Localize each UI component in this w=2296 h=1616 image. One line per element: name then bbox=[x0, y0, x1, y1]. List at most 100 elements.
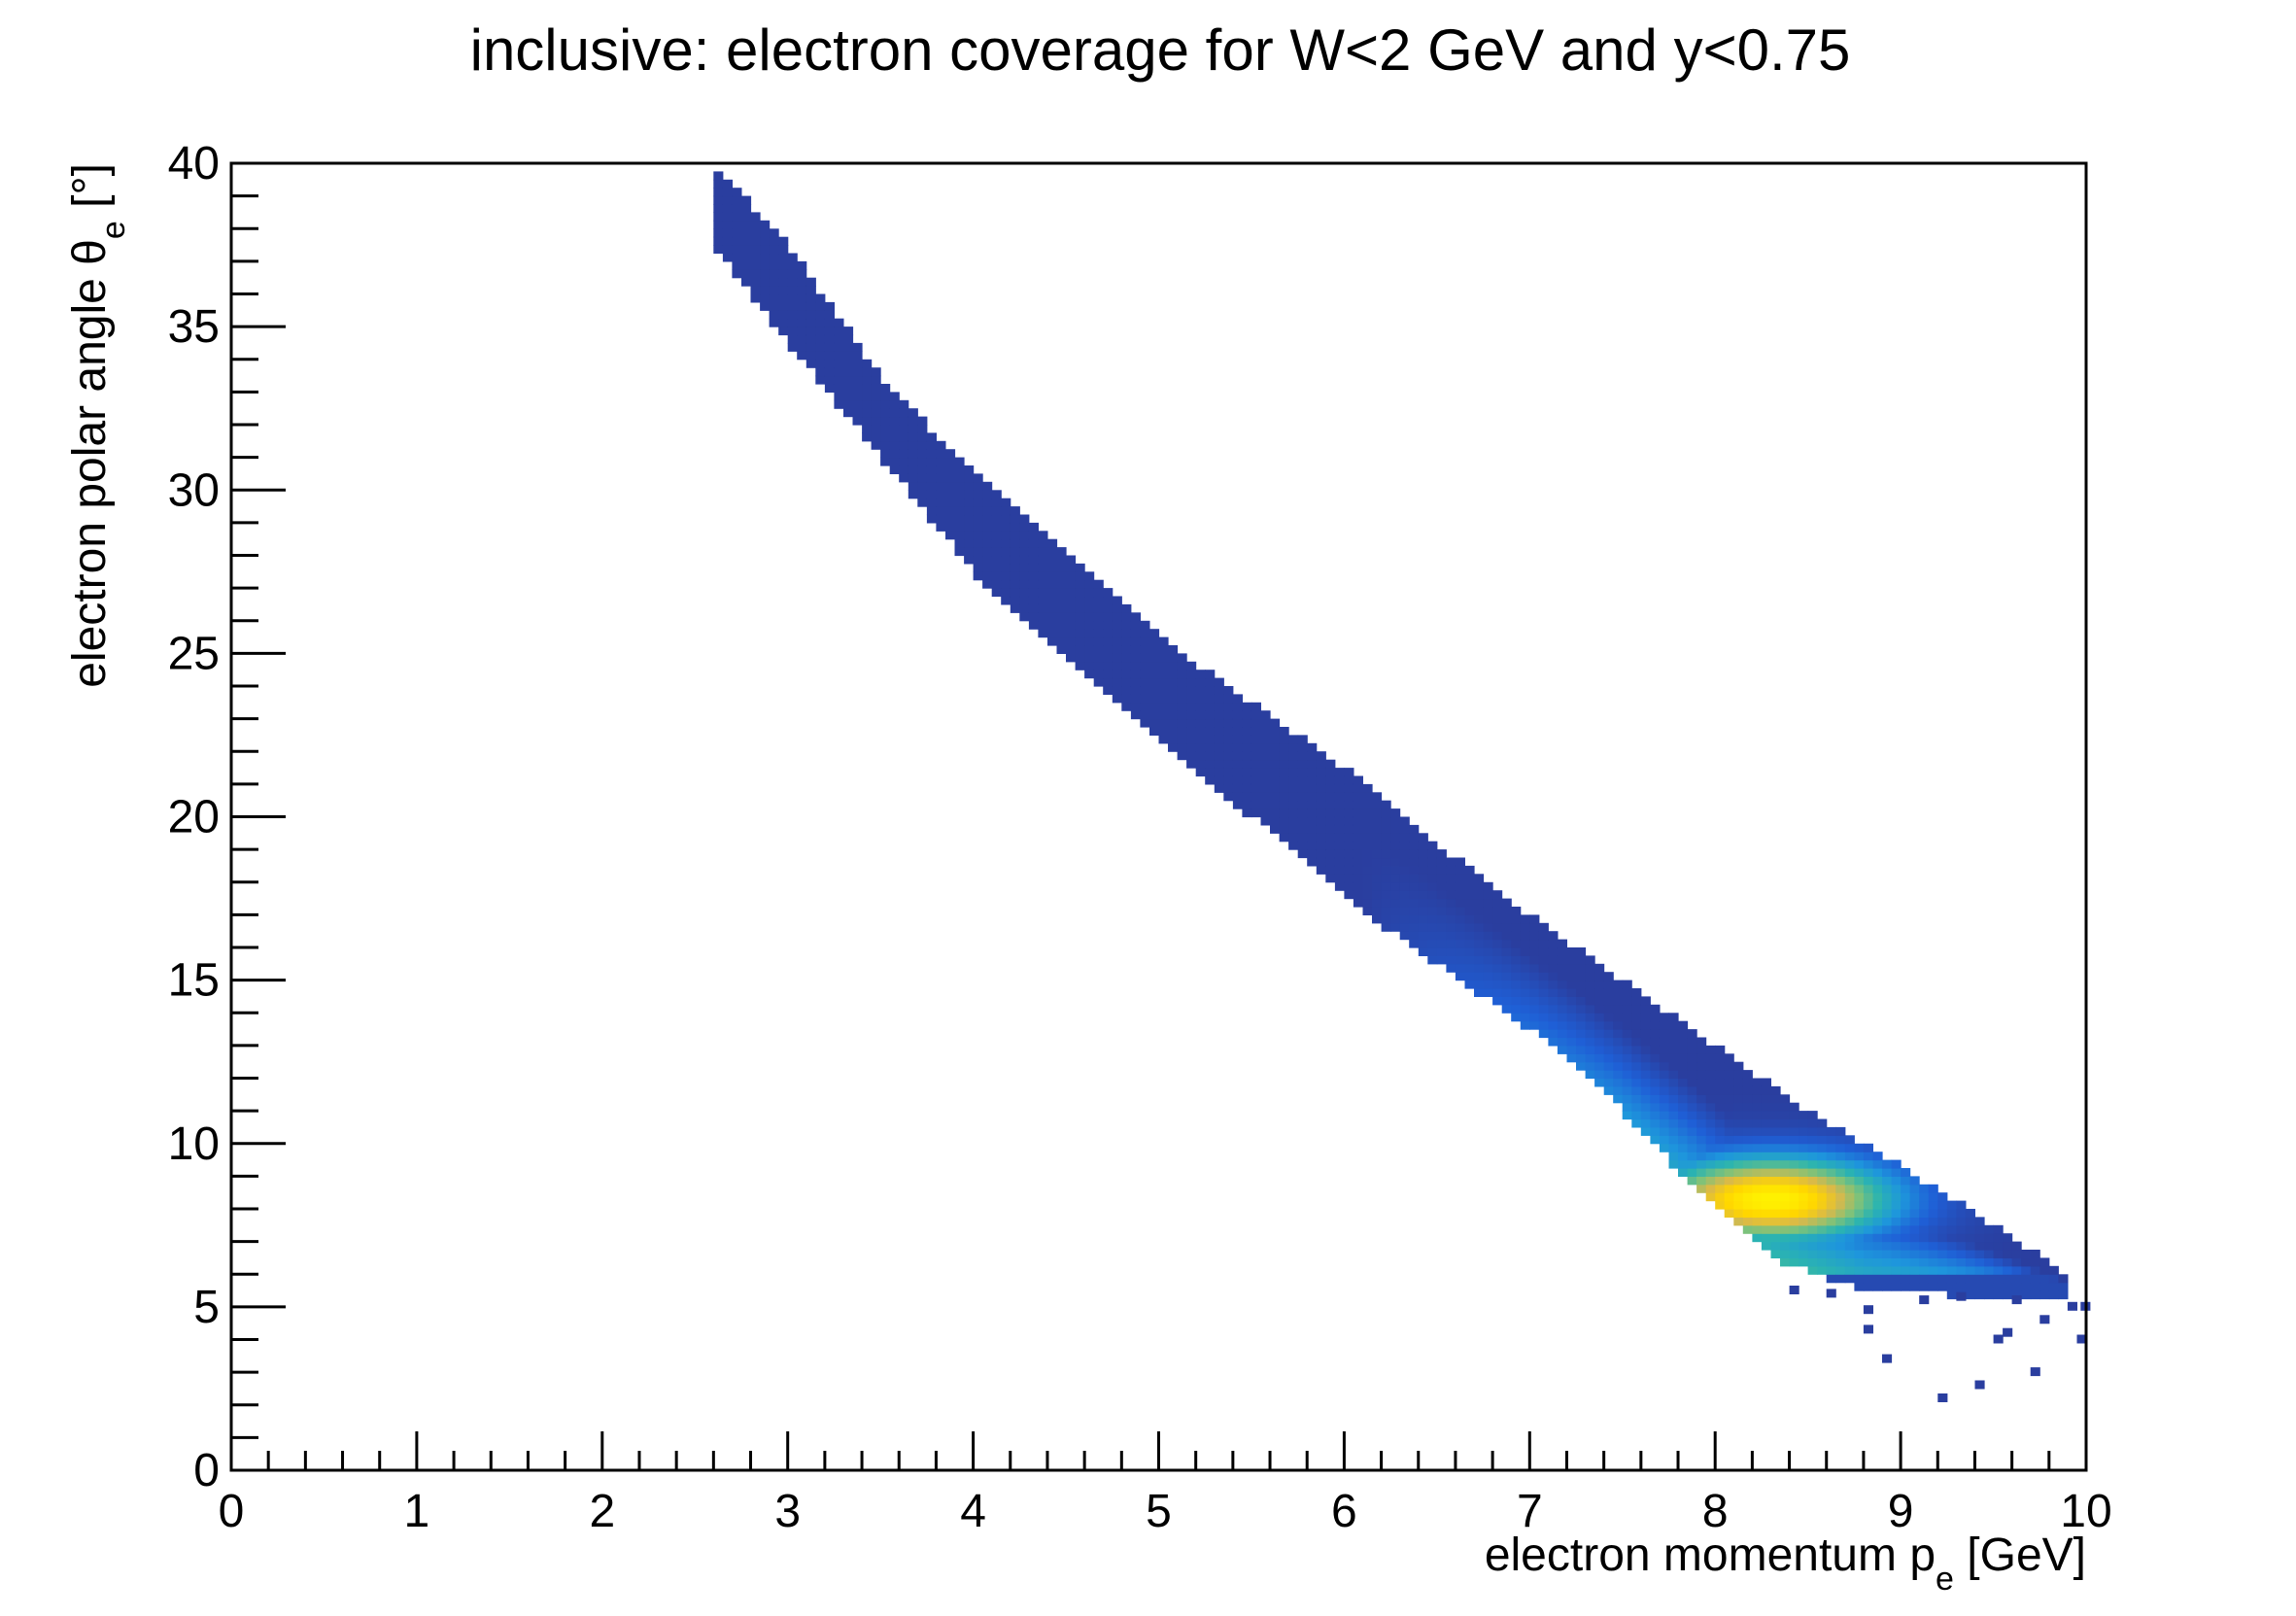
heatmap-bin bbox=[1901, 1168, 1911, 1177]
heatmap-bin bbox=[1984, 1290, 1995, 1300]
heatmap-bin bbox=[843, 327, 854, 336]
heatmap-bin bbox=[1538, 931, 1549, 941]
heatmap-bin bbox=[1993, 1224, 2004, 1234]
heatmap-bin bbox=[1742, 1184, 1753, 1193]
heatmap-bin bbox=[1242, 775, 1252, 785]
heatmap-bin bbox=[1270, 775, 1281, 785]
heatmap-bin bbox=[1288, 841, 1299, 850]
heatmap-bin bbox=[1474, 980, 1485, 989]
heatmap-bin bbox=[1529, 963, 1540, 973]
heatmap-bin bbox=[1984, 1241, 1995, 1251]
heatmap-bin bbox=[1919, 1274, 1930, 1284]
heatmap-bin bbox=[815, 334, 826, 344]
heatmap-bin bbox=[1334, 816, 1345, 826]
heatmap-bin bbox=[1242, 727, 1252, 736]
heatmap-bin bbox=[1372, 849, 1383, 859]
heatmap-bin bbox=[778, 301, 789, 311]
heatmap-bin bbox=[1538, 1029, 1549, 1039]
heatmap-bin bbox=[1214, 742, 1224, 752]
heatmap-bin bbox=[787, 334, 798, 344]
heatmap-bin bbox=[1307, 792, 1318, 802]
heatmap-bin bbox=[1752, 1111, 1763, 1120]
heatmap-bin bbox=[1733, 1135, 1744, 1145]
heatmap-bin bbox=[1687, 1176, 1697, 1186]
heatmap-bin bbox=[1520, 947, 1530, 956]
heatmap-bin bbox=[1177, 735, 1187, 744]
y-tick-label: 40 bbox=[168, 138, 220, 189]
heatmap-bin bbox=[936, 457, 946, 466]
heatmap-bin bbox=[769, 301, 779, 311]
heatmap-bin bbox=[1474, 931, 1485, 941]
heatmap-bin bbox=[1817, 1257, 1828, 1267]
heatmap-bin bbox=[1780, 1159, 1791, 1169]
heatmap-bin bbox=[1353, 824, 1363, 834]
heatmap-bin bbox=[1297, 751, 1308, 761]
heatmap-bin bbox=[1186, 718, 1197, 728]
heatmap-bin bbox=[1844, 1250, 1855, 1258]
heatmap-bin bbox=[843, 351, 854, 361]
heatmap-bin bbox=[2030, 1274, 2040, 1284]
heatmap-bin bbox=[1010, 588, 1020, 598]
heatmap-bin bbox=[1956, 1209, 1967, 1218]
heatmap-bin bbox=[1130, 686, 1141, 695]
heatmap-bin bbox=[1780, 1176, 1791, 1186]
heatmap-bin bbox=[1483, 980, 1493, 989]
heatmap-bin bbox=[1835, 1233, 1846, 1243]
heatmap-bin bbox=[1826, 1209, 1836, 1218]
heatmap-bin bbox=[1399, 890, 1410, 900]
heatmap-bin bbox=[1381, 816, 1391, 826]
heatmap-bin bbox=[1752, 1168, 1763, 1177]
heatmap-bin bbox=[1919, 1209, 1930, 1218]
heatmap-bin bbox=[1362, 907, 1373, 915]
heatmap-bin bbox=[1576, 1053, 1587, 1063]
heatmap-bin bbox=[760, 293, 771, 303]
heatmap-bin bbox=[1946, 1265, 1957, 1275]
heatmap-bin bbox=[1835, 1176, 1846, 1186]
heatmap-bin bbox=[1019, 603, 1030, 613]
heatmap-bin bbox=[954, 481, 965, 491]
heatmap-bin bbox=[1715, 1118, 1726, 1128]
heatmap-bin bbox=[880, 408, 891, 418]
heatmap-bin bbox=[1789, 1209, 1799, 1218]
heatmap-bin bbox=[1038, 563, 1048, 572]
heatmap-bin bbox=[1019, 522, 1030, 532]
heatmap-bin bbox=[1844, 1241, 1855, 1251]
heatmap-bin bbox=[2058, 1282, 2069, 1291]
heatmap-bin bbox=[1557, 1037, 1567, 1047]
heatmap-bin bbox=[1529, 980, 1540, 989]
heatmap-bin bbox=[1566, 1029, 1577, 1039]
heatmap-bin bbox=[1826, 1143, 1836, 1152]
heatmap-bin bbox=[1817, 1200, 1828, 1210]
heatmap-bin bbox=[1854, 1274, 1865, 1284]
heatmap-bin bbox=[1696, 1159, 1707, 1169]
heatmap-bin bbox=[1650, 1070, 1661, 1080]
heatmap-bin bbox=[1474, 988, 1485, 997]
heatmap-bin bbox=[1835, 1126, 1846, 1136]
heatmap-bin bbox=[1325, 792, 1336, 802]
heatmap-bin bbox=[1288, 824, 1299, 834]
heatmap-bin bbox=[862, 425, 873, 433]
heatmap-bin bbox=[1158, 702, 1169, 711]
heatmap-bin bbox=[1529, 914, 1540, 924]
heatmap-bin bbox=[1817, 1143, 1828, 1152]
heatmap-bin bbox=[1613, 1020, 1624, 1030]
heatmap-bin bbox=[1696, 1078, 1707, 1087]
heatmap-bin bbox=[1770, 1184, 1781, 1193]
heatmap-bin bbox=[1909, 1217, 1920, 1226]
heatmap-bin bbox=[1084, 636, 1095, 646]
heatmap-bin bbox=[815, 318, 826, 327]
heatmap-bin bbox=[1789, 1257, 1799, 1267]
heatmap-bin bbox=[1919, 1184, 1930, 1193]
heatmap-bin bbox=[1334, 865, 1345, 875]
heatmap-bin bbox=[871, 432, 881, 442]
heatmap-bin bbox=[1334, 808, 1345, 818]
heatmap-bin bbox=[1362, 792, 1373, 802]
heatmap-bin bbox=[1835, 1159, 1846, 1169]
heatmap-bin bbox=[1780, 1135, 1791, 1145]
heatmap-bin bbox=[1752, 1217, 1763, 1226]
heatmap-bin-sparse bbox=[2067, 1301, 2077, 1311]
heatmap-bin bbox=[1121, 612, 1132, 622]
heatmap-bin bbox=[1817, 1217, 1828, 1226]
heatmap-bin bbox=[1195, 677, 1206, 687]
heatmap-bin bbox=[1780, 1200, 1791, 1210]
